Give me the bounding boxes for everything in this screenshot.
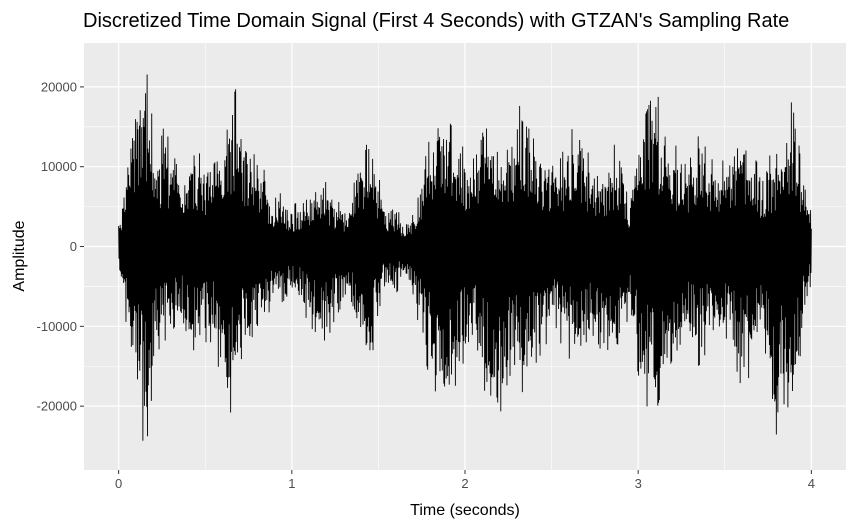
signal-waveform — [118, 74, 812, 441]
x-axis-title: Time (seconds) — [410, 502, 520, 519]
y-tick-label: 10000 — [41, 159, 77, 174]
x-tick-label: 3 — [635, 476, 642, 491]
y-tick-label: 0 — [70, 239, 77, 254]
x-tick-label: 0 — [115, 476, 122, 491]
y-axis-title: Amplitude — [11, 220, 28, 291]
x-tick-label: 4 — [808, 476, 815, 491]
chart-title: Discretized Time Domain Signal (First 4 … — [83, 10, 789, 32]
x-tick-label: 1 — [288, 476, 295, 491]
y-tick-label: -10000 — [37, 319, 77, 334]
x-axis-ticks: 0 1 2 3 4 — [115, 470, 815, 491]
x-tick-label: 2 — [461, 476, 468, 491]
y-tick-label: -20000 — [37, 399, 77, 414]
y-tick-label: 20000 — [41, 79, 77, 94]
y-axis-ticks: -20000 -10000 0 10000 20000 — [37, 79, 84, 414]
